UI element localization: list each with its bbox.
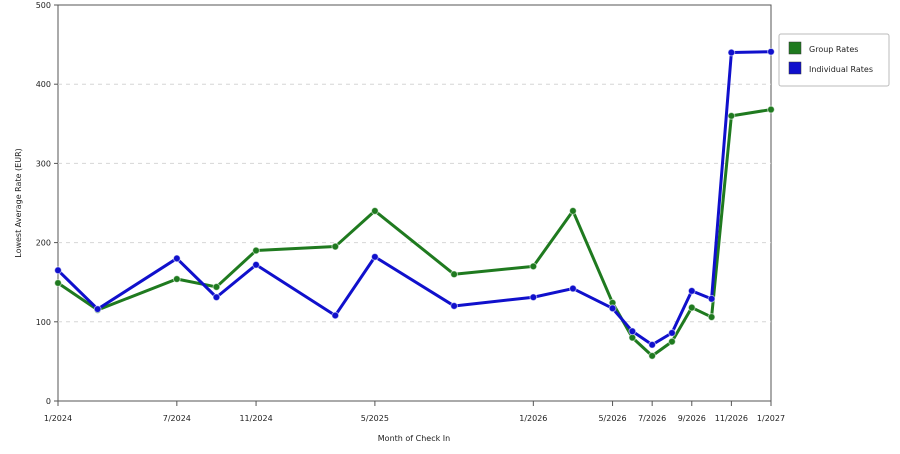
x-tick-label: 1/2024	[44, 414, 72, 423]
legend: Group Rates Individual Rates	[778, 33, 890, 87]
x-tick-label: 11/2026	[715, 414, 748, 423]
legend-label: Individual Rates	[809, 65, 873, 74]
data-point	[54, 266, 62, 275]
data-point	[212, 283, 221, 291]
legend-swatch	[788, 61, 802, 75]
data-point	[252, 246, 260, 255]
data-point	[628, 333, 637, 342]
data-point	[648, 351, 657, 360]
y-tick-label: 0	[46, 397, 51, 406]
data-point	[687, 287, 696, 295]
data-point	[668, 337, 676, 346]
y-tick-label: 200	[36, 239, 51, 248]
data-point	[608, 304, 617, 313]
data-point	[727, 111, 736, 120]
data-point	[648, 340, 657, 349]
y-tick-label: 300	[36, 159, 51, 168]
data-point	[172, 254, 181, 263]
x-tick-label: 1/2026	[519, 414, 547, 423]
data-point	[707, 294, 716, 303]
data-point	[172, 275, 181, 283]
x-tick-label: 5/2026	[598, 414, 626, 423]
data-point	[529, 262, 538, 271]
x-tick-label: 11/2024	[239, 414, 272, 423]
data-point	[212, 293, 221, 302]
x-tick-label: 7/2026	[638, 414, 666, 423]
data-point	[450, 270, 459, 279]
y-axis-title: Lowest Average Rate (EUR)	[14, 148, 23, 258]
x-tick-label: 5/2025	[361, 414, 389, 423]
y-tick-label: 400	[36, 80, 51, 89]
data-point	[252, 260, 260, 269]
data-point	[370, 207, 379, 215]
data-point	[331, 242, 340, 251]
axes-layer: 0 100 200 300 400 500 1/2024 7/2024 11/2024 5/202…	[36, 1, 785, 423]
legend-swatch	[788, 41, 802, 55]
series-layer	[54, 47, 775, 360]
data-point	[687, 303, 696, 312]
x-tick-label: 1/2027	[757, 414, 785, 423]
x-tick-label: 7/2024	[163, 414, 191, 423]
data-point	[707, 313, 716, 321]
data-point	[331, 311, 340, 320]
plot-area-frame	[57, 4, 772, 402]
data-point	[450, 302, 459, 310]
x-axis-title: Month of Check In	[378, 434, 450, 443]
y-tick-label: 100	[36, 318, 51, 327]
data-point	[93, 305, 102, 314]
y-tick-label: 500	[36, 1, 51, 10]
data-point	[370, 252, 379, 261]
grid-layer	[57, 4, 772, 402]
data-point	[767, 47, 775, 56]
legend-box	[778, 33, 890, 87]
data-point	[727, 48, 736, 57]
legend-label: Group Rates	[809, 45, 858, 54]
data-point	[529, 293, 538, 302]
data-point	[569, 284, 577, 293]
data-point	[767, 105, 775, 114]
data-point	[569, 207, 577, 215]
data-point	[628, 327, 637, 336]
x-tick-label: 9/2026	[678, 414, 706, 423]
data-point	[54, 279, 62, 287]
data-point	[668, 328, 676, 337]
